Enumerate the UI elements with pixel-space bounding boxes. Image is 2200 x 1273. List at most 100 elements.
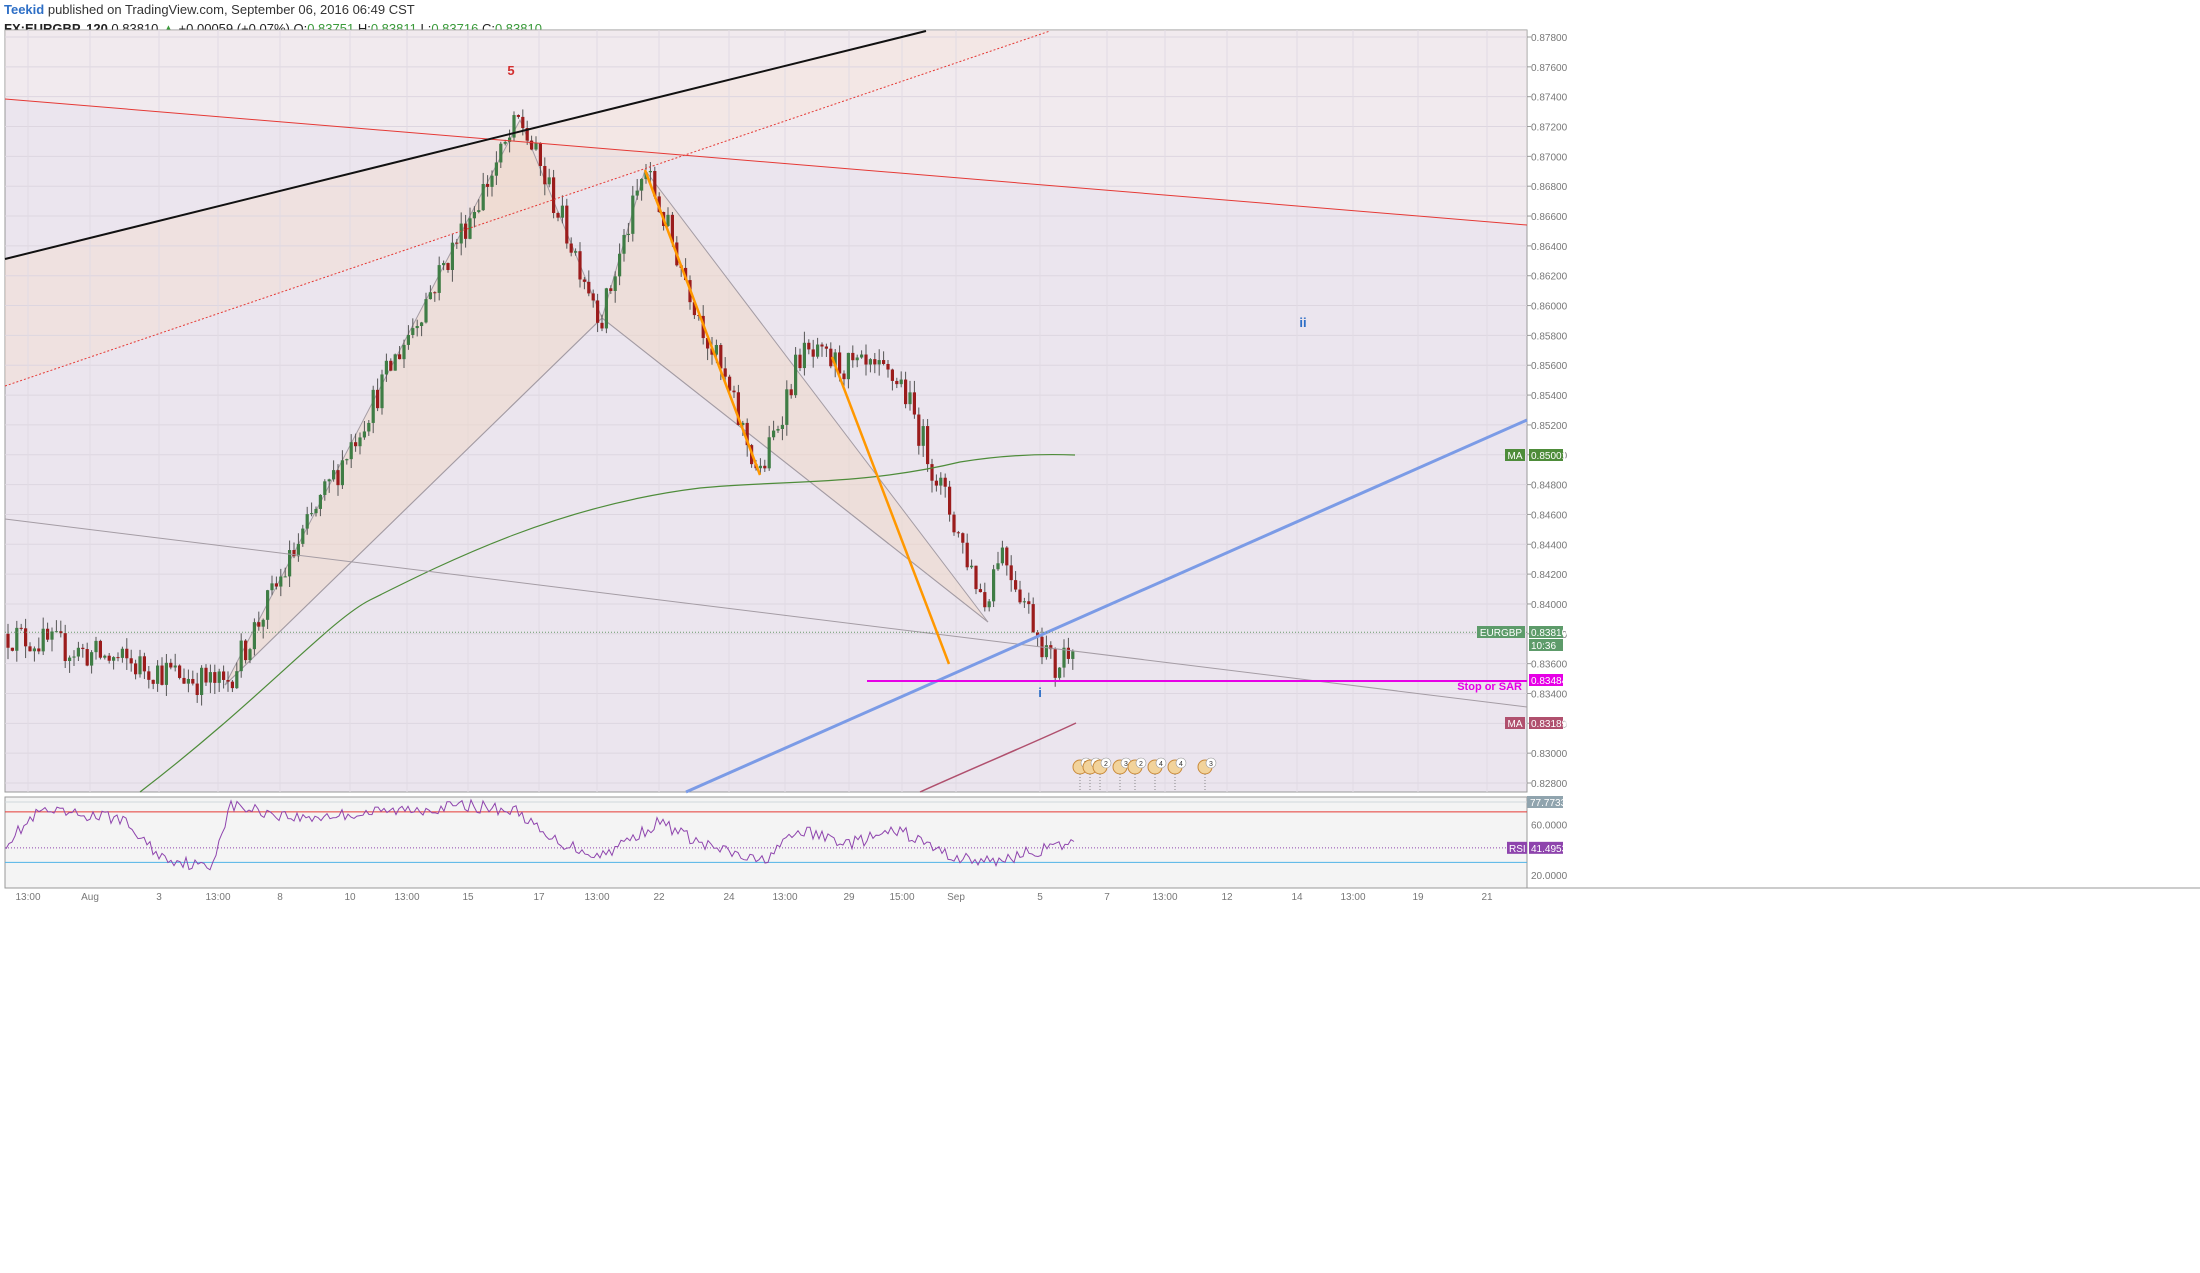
candle <box>283 576 287 578</box>
candle <box>393 354 397 371</box>
price-tag-name <box>1505 449 1525 461</box>
x-tick-label: 13:00 <box>772 892 797 903</box>
candle <box>1031 604 1035 633</box>
candle <box>252 622 256 650</box>
candle <box>780 424 784 429</box>
x-tick-label: 13:00 <box>394 892 419 903</box>
candle <box>147 671 151 680</box>
low-label: L: <box>420 21 432 36</box>
candle <box>895 380 899 385</box>
candle <box>970 565 974 568</box>
wave-label-5: 5 <box>507 63 514 78</box>
candle <box>952 514 956 533</box>
price-tag <box>1529 674 1563 686</box>
x-tick-label: 14 <box>1291 892 1303 903</box>
x-tick-label: 15 <box>462 892 474 903</box>
orange-line <box>830 356 951 665</box>
candle <box>1071 651 1075 659</box>
price-tag-value: 0.85001 <box>1531 451 1568 462</box>
x-tick-label: 19 <box>1412 892 1424 903</box>
candle <box>195 683 199 695</box>
candle <box>362 431 366 438</box>
red-trendline <box>4 98 1528 226</box>
author-name[interactable]: Teekid <box>4 2 45 17</box>
rsi-upper-tag <box>1527 796 1563 808</box>
candle <box>622 234 626 254</box>
candle <box>618 253 622 277</box>
candle <box>846 352 850 380</box>
candle <box>917 414 921 446</box>
candle <box>1009 565 1013 581</box>
black-trendline <box>4 30 927 260</box>
candle <box>776 428 780 431</box>
candle <box>587 281 591 294</box>
x-tick-label: 5 <box>1037 892 1043 903</box>
price-tag <box>1529 449 1563 461</box>
candle <box>314 508 318 514</box>
candle <box>670 214 674 243</box>
candle <box>626 233 630 235</box>
ma-line-green <box>139 453 1076 793</box>
candle <box>59 631 63 634</box>
published-text: published on TradingView.com, September … <box>47 2 415 17</box>
candle <box>1018 589 1022 603</box>
candle <box>868 359 872 365</box>
candle <box>402 344 406 360</box>
price-pane-border <box>4 29 1528 793</box>
y-tick-label: 0.87000 <box>1531 152 1568 163</box>
candle <box>890 369 894 381</box>
y-tick-label: 0.87400 <box>1531 93 1568 104</box>
candle <box>50 631 54 640</box>
candle <box>459 223 463 244</box>
y-tick-label: 0.84200 <box>1531 570 1568 581</box>
rsi-line <box>5 798 1075 871</box>
event-count-bubble <box>1155 757 1167 769</box>
candle <box>76 647 80 657</box>
candle <box>301 528 305 544</box>
candle <box>811 349 815 357</box>
candle <box>191 678 195 684</box>
candle <box>46 628 50 640</box>
candle <box>129 658 133 664</box>
wave-label-i: i <box>1038 685 1042 700</box>
candle <box>380 374 384 409</box>
candle <box>37 648 41 652</box>
candle <box>538 142 542 166</box>
candle <box>684 267 688 281</box>
candle <box>1044 645 1048 658</box>
x-tick-label: 13:00 <box>205 892 230 903</box>
candle <box>613 276 617 291</box>
y-tick-label: 0.85600 <box>1531 361 1568 372</box>
candle <box>939 477 943 486</box>
candle <box>398 354 402 360</box>
y-tick-label: 0.84800 <box>1531 481 1568 492</box>
candle <box>1066 647 1070 659</box>
candle <box>728 376 732 391</box>
candle <box>635 190 639 196</box>
candle <box>802 342 806 369</box>
candle <box>1022 601 1026 603</box>
candle <box>138 656 142 675</box>
candle <box>824 346 828 349</box>
rsi-name: RSI <box>1509 844 1526 855</box>
event-count-bubble <box>1135 757 1147 769</box>
x-tick-label: 10 <box>344 892 356 903</box>
candle <box>864 354 868 365</box>
candle <box>961 533 965 543</box>
candle <box>723 368 727 377</box>
wave-label-ii: ii <box>1299 315 1306 330</box>
candle <box>996 563 1000 570</box>
candle <box>965 542 969 568</box>
candle <box>208 672 212 683</box>
candle <box>569 243 573 253</box>
candle <box>530 140 534 150</box>
price-tag-value: 0.83484 <box>1531 676 1568 687</box>
y-tick-label: 0.85200 <box>1531 421 1568 432</box>
x-tick-label: 13:00 <box>584 892 609 903</box>
candle <box>785 389 789 425</box>
candle <box>714 344 718 355</box>
candle <box>332 470 336 480</box>
y-tick-label: 0.86800 <box>1531 182 1568 193</box>
price-tag <box>1529 626 1563 638</box>
